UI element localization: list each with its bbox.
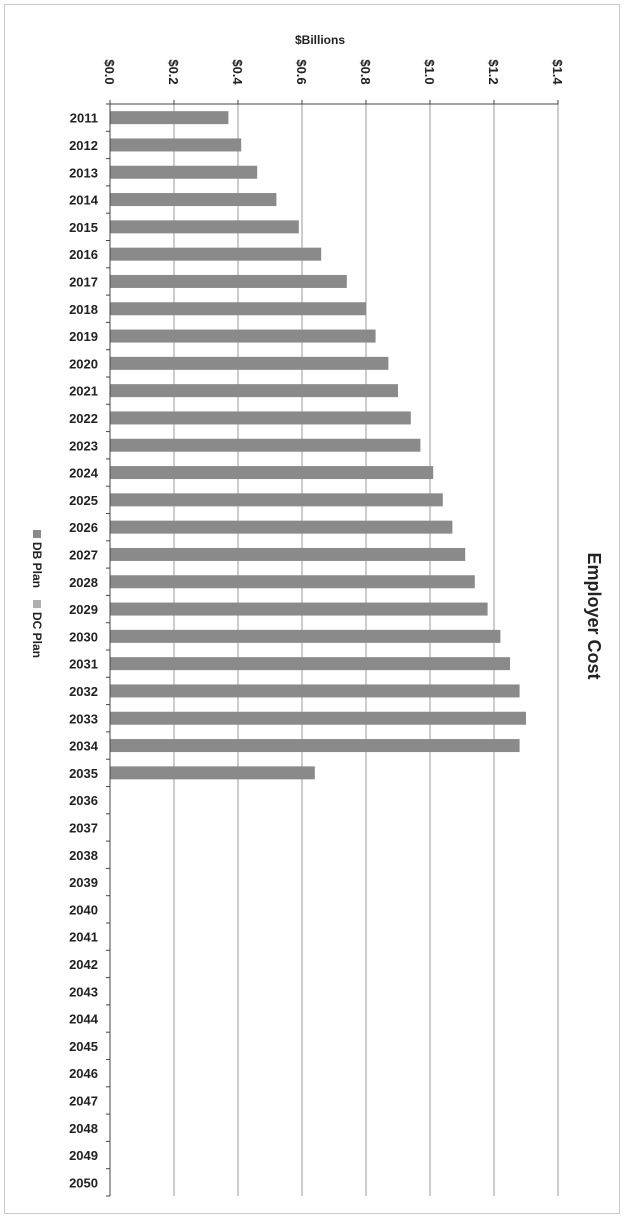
category-label-2027: 2027 xyxy=(69,547,98,562)
category-label-2018: 2018 xyxy=(69,302,98,317)
category-label-2023: 2023 xyxy=(69,438,98,453)
bar-db-plan-2012 xyxy=(110,138,242,152)
x-tick-label: $1.4 xyxy=(550,59,565,85)
category-label-2046: 2046 xyxy=(69,1066,98,1081)
category-label-2030: 2030 xyxy=(69,629,98,644)
category-label-2040: 2040 xyxy=(69,902,98,917)
bar-db-plan-2023 xyxy=(110,438,421,452)
category-label-2037: 2037 xyxy=(69,820,98,835)
bar-db-plan-2020 xyxy=(110,356,389,370)
category-label-2032: 2032 xyxy=(69,684,98,699)
bar-db-plan-2027 xyxy=(110,547,466,561)
legend-label-db-plan: DB Plan xyxy=(30,542,44,588)
category-label-2050: 2050 xyxy=(69,1175,98,1190)
bars xyxy=(110,111,526,780)
category-label-2011: 2011 xyxy=(70,111,98,126)
bar-db-plan-2018 xyxy=(110,302,366,316)
bar-db-plan-2028 xyxy=(110,575,475,589)
category-labels: 2011 2012 2013 2014 2015 2016 2017 2018 2019 2020… xyxy=(69,111,99,1191)
x-axis-title: $Billions xyxy=(295,33,345,47)
category-label-2016: 2016 xyxy=(69,247,98,262)
x-tick-label: $1.0 xyxy=(422,59,437,84)
bar-db-plan-2029 xyxy=(110,602,488,616)
bar-db-plan-2030 xyxy=(110,629,501,643)
x-tick-labels: $0.0 $0.2 $0.4 $0.6 $0.8 $1.0 $1.2 $1.4 xyxy=(102,59,565,85)
bar-db-plan-2032 xyxy=(110,684,520,698)
bar-db-plan-2011 xyxy=(110,111,229,125)
x-tick-label: $0.4 xyxy=(230,59,245,85)
category-label-2022: 2022 xyxy=(69,411,98,426)
category-label-2041: 2041 xyxy=(69,930,98,945)
bar-db-plan-2025 xyxy=(110,493,443,507)
category-label-2049: 2049 xyxy=(69,1148,98,1163)
category-label-2034: 2034 xyxy=(69,739,99,754)
category-label-2042: 2042 xyxy=(69,957,98,972)
category-label-2035: 2035 xyxy=(69,766,98,781)
category-label-2044: 2044 xyxy=(69,1012,99,1027)
bar-db-plan-2021 xyxy=(110,384,398,398)
category-label-2039: 2039 xyxy=(69,875,98,890)
bar-db-plan-2019 xyxy=(110,329,376,343)
category-label-2045: 2045 xyxy=(69,1039,98,1054)
bar-db-plan-2022 xyxy=(110,411,411,425)
legend-swatch-dc-plan xyxy=(33,600,41,608)
category-label-2024: 2024 xyxy=(69,466,99,481)
x-tick-label: $0.8 xyxy=(358,59,373,84)
x-tick-label: $0.0 xyxy=(102,59,117,84)
legend: DB Plan DC Plan xyxy=(30,530,44,658)
x-tick-label: $1.2 xyxy=(486,59,501,84)
chart-title: Employer Cost xyxy=(584,552,604,679)
bar-db-plan-2034 xyxy=(110,739,520,753)
category-label-2025: 2025 xyxy=(69,493,98,508)
category-label-2017: 2017 xyxy=(69,274,98,289)
bar-db-plan-2033 xyxy=(110,711,526,725)
category-label-2036: 2036 xyxy=(69,793,98,808)
category-label-2013: 2013 xyxy=(69,165,98,180)
x-tick-label: $0.2 xyxy=(166,59,181,84)
bar-db-plan-2016 xyxy=(110,247,322,261)
category-label-2015: 2015 xyxy=(69,220,98,235)
category-label-2048: 2048 xyxy=(69,1121,98,1136)
legend-label-dc-plan: DC Plan xyxy=(30,612,44,658)
category-label-2047: 2047 xyxy=(69,1093,98,1108)
bar-db-plan-2014 xyxy=(110,193,277,207)
category-label-2029: 2029 xyxy=(69,602,98,617)
category-label-2031: 2031 xyxy=(69,657,98,672)
category-label-2012: 2012 xyxy=(69,138,98,153)
bar-db-plan-2024 xyxy=(110,466,434,480)
bar-db-plan-2017 xyxy=(110,274,347,288)
bar-db-plan-2026 xyxy=(110,520,453,534)
bar-db-plan-2015 xyxy=(110,220,299,234)
legend-swatch-db-plan xyxy=(33,530,41,538)
category-label-2019: 2019 xyxy=(69,329,98,344)
category-label-2038: 2038 xyxy=(69,848,98,863)
category-label-2026: 2026 xyxy=(69,520,98,535)
category-label-2014: 2014 xyxy=(69,193,99,208)
category-label-2020: 2020 xyxy=(69,356,98,371)
category-label-2028: 2028 xyxy=(69,575,98,590)
category-label-2043: 2043 xyxy=(69,984,98,999)
bar-db-plan-2035 xyxy=(110,766,315,780)
bar-db-plan-2013 xyxy=(110,165,258,179)
axes xyxy=(106,100,559,1197)
bar-db-plan-2031 xyxy=(110,657,510,671)
grid-lines xyxy=(173,104,559,1196)
category-label-2021: 2021 xyxy=(69,384,98,399)
x-tick-label: $0.6 xyxy=(294,59,309,84)
category-label-2033: 2033 xyxy=(69,711,98,726)
